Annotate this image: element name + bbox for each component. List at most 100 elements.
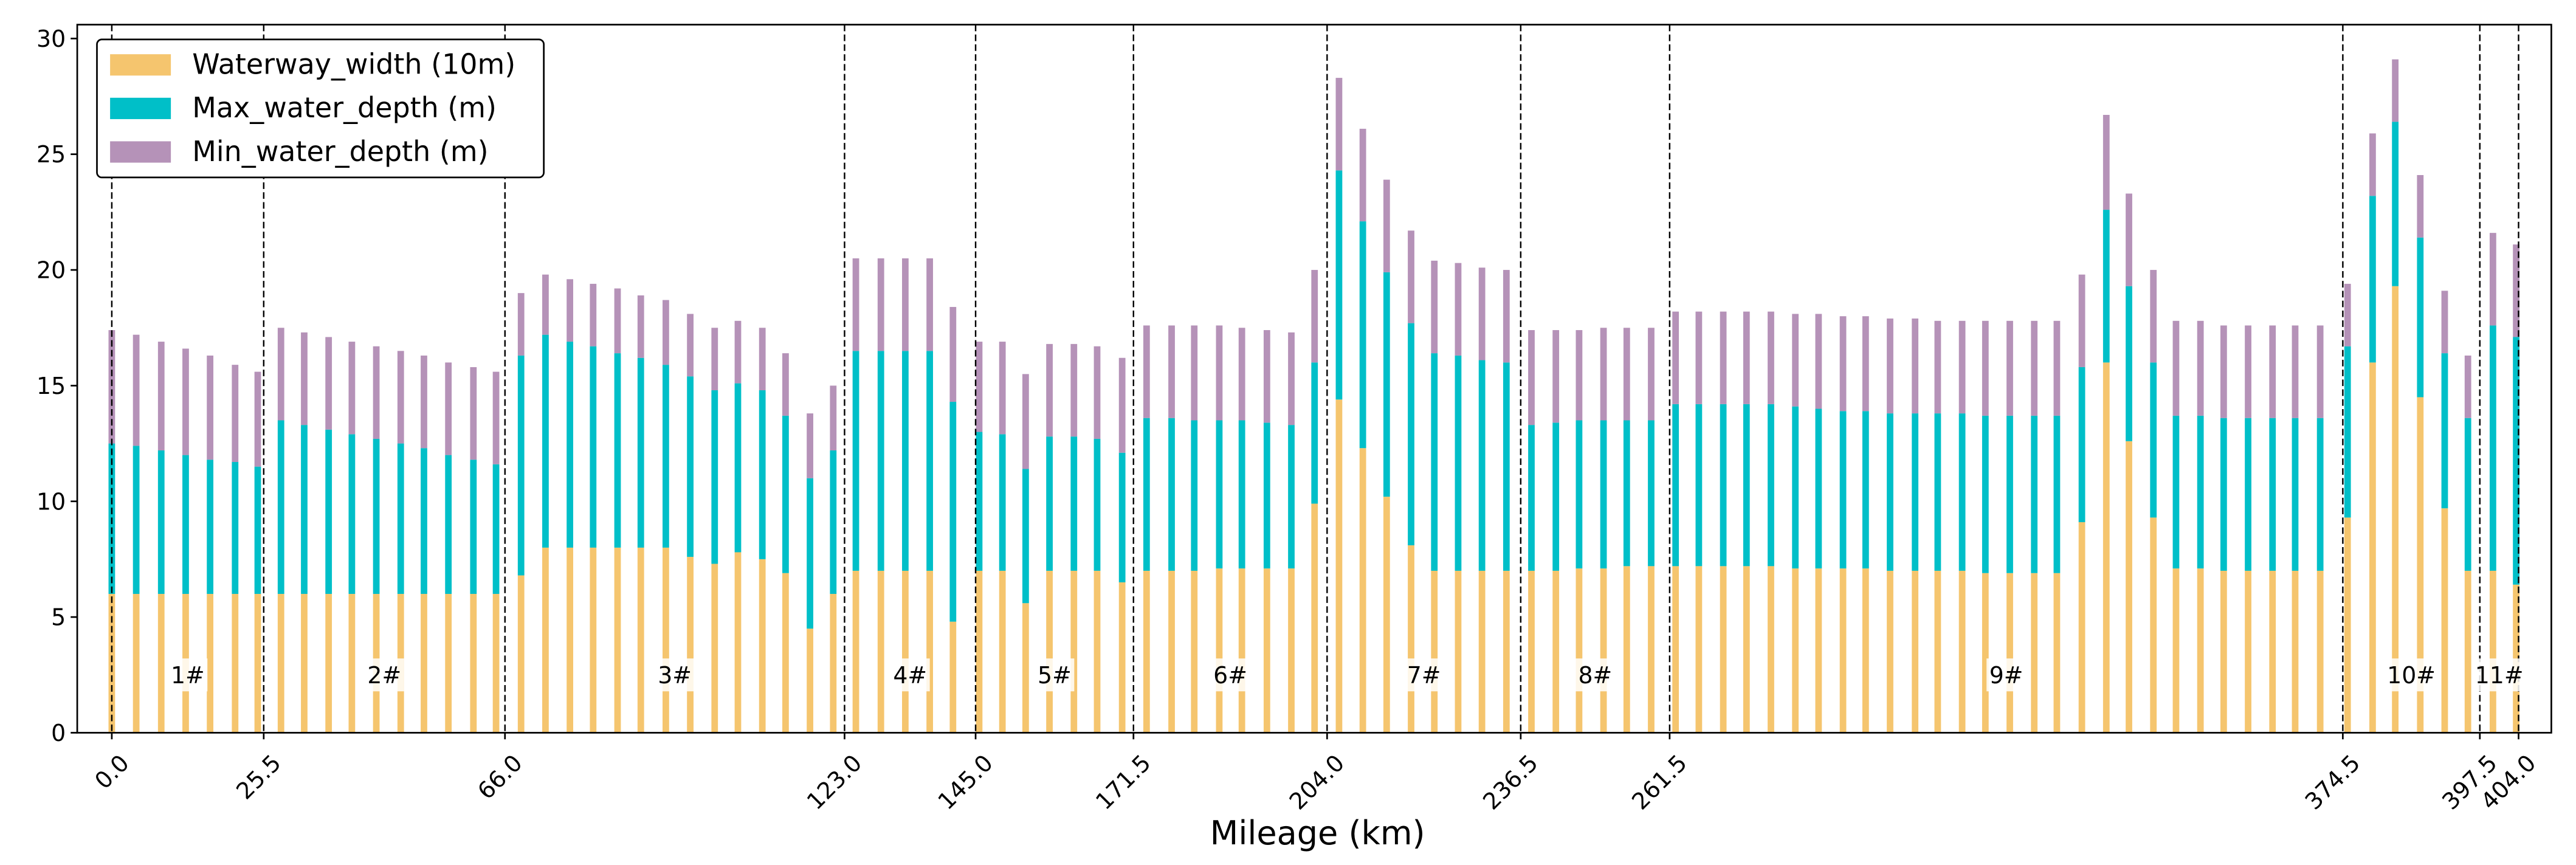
bar-segment [277,328,284,421]
bar-segment [2126,286,2132,441]
bar-segment [2292,570,2299,733]
bar-segment [232,594,239,733]
bar-segment [2172,568,2180,733]
bar-segment [2369,133,2376,196]
section-label: 4# [893,662,927,689]
bar-segment [1934,320,1941,414]
bar-segment [1958,413,1966,571]
bar-segment [926,351,933,571]
bar-segment [1982,573,1989,733]
bar-segment [1216,325,1223,421]
bar-segment [373,438,380,594]
bar-segment [1311,270,1318,363]
bar-segment [2513,337,2519,585]
bar-segment [1600,420,1607,569]
y-tick-label: 10 [36,488,66,515]
bar-segment [1912,413,1919,571]
section-label-box [1404,658,1444,692]
bar-segment [1720,404,1727,567]
bar-segment [1431,570,1438,733]
bar-segment [2392,122,2399,286]
bar-segment [1600,328,1607,421]
bar-segment [2464,570,2471,733]
section-label-box [1575,658,1615,692]
bar-segment [2078,522,2085,733]
x-tick-label: 66.0 [472,750,528,805]
bar-segment [1335,78,1343,171]
bar-segment [590,283,597,346]
bar-segment [2441,508,2448,733]
bar-segment [397,443,404,594]
bar-segment [1022,603,1029,733]
bar-segment [1912,570,1919,733]
bar-segment [2150,517,2157,733]
x-tick-label: 145.0 [932,750,998,815]
bar-segment [1815,314,1822,409]
bar-segment [254,466,261,594]
bar-segment [711,328,718,391]
bar-segment [2078,274,2085,367]
bar-segment [492,371,500,464]
section-label: 7# [1407,662,1441,689]
bar-segment [325,429,332,594]
bar-segment [1263,422,1270,569]
bar-segment [1862,568,1869,733]
bar-segment [1768,404,1774,567]
bar-segment [1093,570,1101,733]
bar-segment [976,432,983,571]
x-tick-label: 236.5 [1478,750,1543,815]
bar-segment [2464,418,2471,571]
bar-segment [1263,330,1270,423]
y-tick-label: 30 [36,26,66,52]
bar-segment [949,621,957,733]
bar-segment [542,547,549,733]
bar-segment [373,346,380,439]
bar-segment [1672,404,1679,567]
y-tick-label: 0 [51,720,66,746]
bar-segment [2392,59,2399,122]
bar-segment [2150,362,2157,518]
bar-segment [1359,221,1366,449]
bar-segment [1168,325,1175,418]
section-label: 1# [171,662,205,689]
bar-segment [2245,570,2251,733]
bar-segment [782,353,789,416]
bar-segment [1792,314,1799,407]
bar-segment [663,300,669,365]
bar-segment [421,355,427,449]
legend-swatch [110,54,171,76]
x-tick-label: 374.5 [2300,750,2366,815]
section-label-box [1986,658,2027,692]
bar-segment [830,594,837,733]
bar-segment [926,258,933,351]
bar-segment [133,446,140,594]
bar-segment [2031,573,2038,733]
bar-segment [301,594,308,733]
bar-segment [1191,420,1198,571]
bar-segment [2489,325,2496,571]
bar-segment [348,594,356,733]
bar-segment [1143,570,1150,733]
bar-segment [1288,425,1295,569]
bar-segment [1238,568,1245,733]
bar-segment [1552,422,1560,571]
bar-segment [1912,319,1919,414]
bar-segment [999,570,1006,733]
section-label: 6# [1213,662,1247,689]
bar-segment [2078,367,2085,523]
bar-segment [1046,570,1053,733]
bar-segment [1216,568,1223,733]
bar-segment [2292,418,2299,571]
bar-segment [590,547,597,733]
bar-segment [1887,413,1893,571]
bar-segment [902,570,909,733]
bar-segment [1862,411,1869,569]
section-label: 10# [2387,662,2436,689]
bar-segment [1815,568,1822,733]
bar-segment [2053,415,2061,573]
section-label: 11# [2475,662,2524,689]
bar-segment [852,258,859,351]
bar-segment [999,342,1006,435]
bar-segment [2269,418,2276,571]
bar-segment [1046,343,1053,437]
